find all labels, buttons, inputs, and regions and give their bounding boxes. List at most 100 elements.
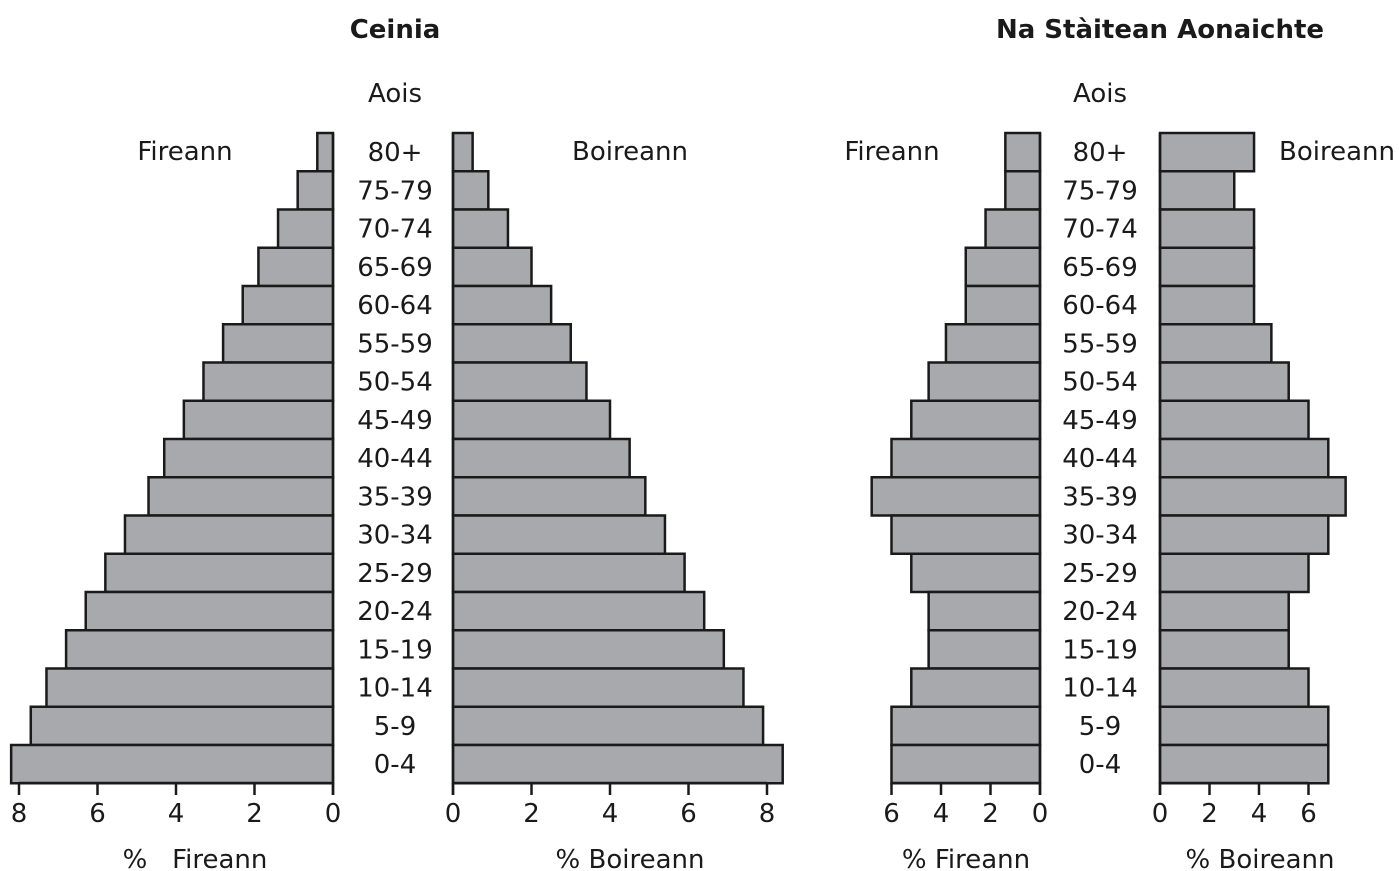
age-group-label: 30-34: [1062, 521, 1138, 551]
bar-kenya-female: [451, 284, 553, 326]
tick-label: 0: [1152, 799, 1169, 829]
bar-usa-female: [1158, 476, 1347, 517]
bar-kenya-female: [451, 743, 784, 785]
bar-usa-male: [890, 743, 1042, 785]
age-group-label: 75-79: [1062, 176, 1138, 206]
x-axis-label-kenya-female: % Boireann: [556, 845, 705, 871]
bar-kenya-female: [451, 246, 533, 288]
bar-kenya-male: [276, 208, 335, 249]
tick-label: 6: [1300, 799, 1317, 829]
tick-label: 6: [680, 799, 697, 829]
bar-usa-male: [927, 629, 1042, 670]
age-group-label: 60-64: [1062, 291, 1138, 321]
bar-usa-male: [1004, 131, 1042, 173]
bar-usa-female: [1158, 743, 1330, 785]
bar-usa-male: [890, 514, 1042, 555]
bar-usa-male: [910, 552, 1042, 594]
bar-usa-male: [984, 208, 1042, 249]
bar-kenya-male: [29, 705, 335, 747]
tick-label: 4: [1251, 799, 1268, 829]
bar-kenya-male: [123, 514, 335, 555]
bar-kenya-female: [451, 131, 474, 173]
bar-usa-female: [1158, 246, 1256, 288]
age-group-label: 0-4: [1079, 750, 1121, 780]
tick-label: 8: [759, 799, 776, 829]
bar-usa-male: [890, 437, 1042, 479]
age-group-label: 75-79: [357, 176, 433, 206]
bar-kenya-female: [451, 361, 588, 402]
chart-title-kenya: Ceinia: [350, 15, 441, 45]
age-group-label: 15-19: [357, 635, 433, 665]
bar-usa-female: [1158, 514, 1330, 555]
bar-usa-male: [927, 590, 1042, 632]
bar-kenya-male: [9, 743, 335, 785]
age-group-label: 35-39: [357, 482, 433, 512]
age-group-label: 45-49: [1062, 406, 1138, 436]
bar-usa-female: [1158, 705, 1330, 747]
bar-kenya-male: [182, 399, 335, 441]
bar-kenya-female: [451, 208, 510, 249]
age-group-label: 25-29: [1062, 559, 1138, 589]
age-group-label: 55-59: [1062, 329, 1138, 359]
bar-usa-female: [1158, 590, 1290, 632]
bar-kenya-female: [451, 399, 612, 441]
bar-kenya-female: [451, 170, 490, 211]
bar-kenya-female: [451, 323, 572, 364]
bar-usa-female: [1158, 323, 1273, 364]
bar-usa-female: [1158, 170, 1236, 211]
bar-usa-female: [1158, 629, 1290, 670]
bar-kenya-male: [202, 361, 335, 402]
tick-label: 0: [1032, 799, 1049, 829]
age-group-label: 25-29: [357, 559, 433, 589]
age-group-label: 15-19: [1062, 635, 1138, 665]
bar-kenya-male: [162, 437, 335, 479]
age-heading-usa: Aois: [1073, 79, 1127, 109]
bar-kenya-female: [451, 476, 647, 517]
tick-label: 2: [1201, 799, 1218, 829]
bar-usa-male: [910, 667, 1042, 708]
age-group-label: 20-24: [1062, 597, 1138, 627]
bar-kenya-male: [241, 284, 335, 326]
male-label-usa: Fireann: [844, 137, 939, 167]
bar-usa-female: [1158, 667, 1310, 708]
tick-label: 4: [602, 799, 619, 829]
bar-usa-male: [927, 361, 1042, 402]
tick-label: 2: [982, 799, 999, 829]
age-group-label: 40-44: [357, 444, 433, 474]
bar-kenya-female: [451, 629, 726, 670]
bar-usa-female: [1158, 552, 1310, 594]
tick-label: 0: [325, 799, 342, 829]
age-group-label: 80+: [1073, 138, 1128, 168]
bar-usa-male: [964, 246, 1042, 288]
bar-kenya-male: [257, 246, 335, 288]
tick-label: 6: [89, 799, 106, 829]
bar-kenya-male: [221, 323, 335, 364]
bar-usa-female: [1158, 208, 1256, 249]
age-group-label: 35-39: [1062, 482, 1138, 512]
bar-usa-female: [1158, 284, 1256, 326]
bar-usa-male: [964, 284, 1042, 326]
tick-label: 8: [11, 799, 28, 829]
male-label-kenya: Fireann: [137, 137, 232, 167]
bar-kenya-female: [451, 514, 667, 555]
bar-usa-male: [870, 476, 1042, 517]
age-group-label: 10-14: [1062, 674, 1138, 704]
bar-usa-male: [910, 399, 1042, 441]
age-group-label: 70-74: [357, 215, 433, 245]
bar-kenya-male: [147, 476, 335, 517]
bar-usa-female: [1158, 361, 1290, 402]
age-group-label: 50-54: [1062, 368, 1138, 398]
age-group-label: 5-9: [1079, 712, 1121, 742]
age-group-label: 30-34: [357, 521, 433, 551]
age-group-label: 60-64: [357, 291, 433, 321]
age-group-label: 65-69: [357, 253, 433, 283]
age-group-label: 65-69: [1062, 253, 1138, 283]
chart-title-usa: Na Stàitean Aonaichte: [996, 15, 1324, 45]
age-group-label: 5-9: [374, 712, 416, 742]
bar-kenya-female: [451, 667, 745, 708]
bar-usa-female: [1158, 437, 1330, 479]
bar-kenya-female: [451, 437, 631, 479]
female-label-usa: Boireann: [1279, 137, 1395, 167]
bar-kenya-male: [316, 131, 335, 173]
age-group-label: 20-24: [357, 597, 433, 627]
